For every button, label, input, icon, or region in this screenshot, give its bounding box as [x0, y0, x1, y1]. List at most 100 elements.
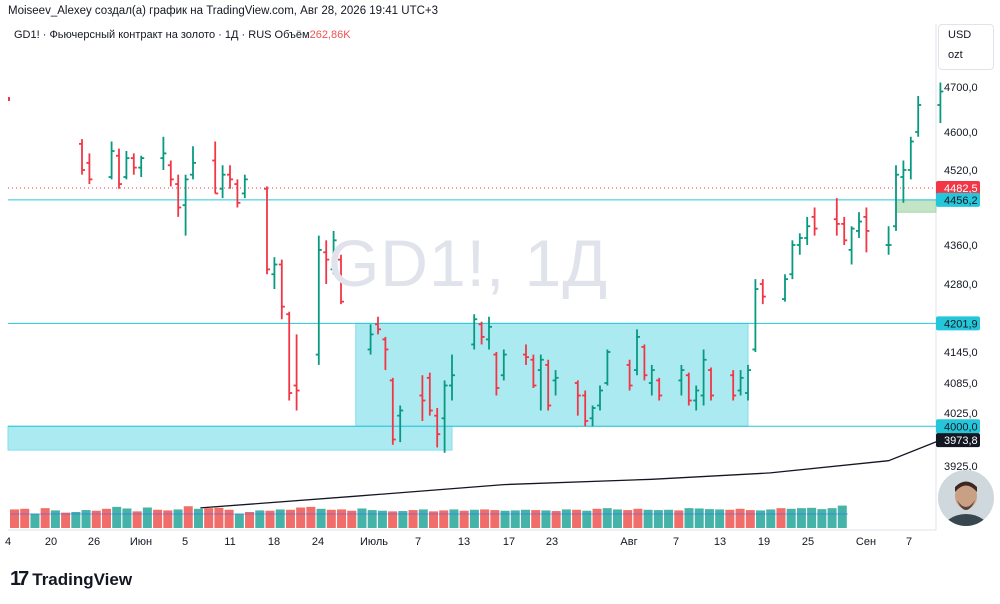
- volume-bar: [122, 508, 132, 528]
- ohlc-bar: [589, 405, 596, 427]
- volume-bar: [602, 508, 612, 528]
- volume-bar: [531, 510, 541, 528]
- ohlc-bar: [759, 279, 766, 305]
- ohlc-bar: [708, 367, 714, 401]
- volume-bar: [316, 508, 326, 528]
- currency-unit-selector[interactable]: USD ozt: [938, 24, 994, 70]
- volume-bar: [633, 508, 643, 528]
- volume-bar: [173, 509, 183, 528]
- time-axis-label: 18: [268, 536, 280, 548]
- volume-bar: [756, 510, 766, 528]
- zone-rect: [7, 425, 453, 451]
- time-axis-label: 13: [458, 536, 470, 548]
- time-axis-label: 23: [546, 536, 558, 548]
- ohlc-bar: [693, 385, 700, 411]
- price-tick-label: 4145,0: [944, 347, 978, 359]
- ohlc-bar: [434, 408, 441, 448]
- ohlc-bar: [293, 334, 300, 411]
- volume-bar: [183, 506, 193, 528]
- volume-bar: [193, 508, 203, 528]
- time-axis-label: 7: [906, 536, 912, 548]
- volume-bar: [480, 509, 490, 528]
- left-edge-marker: [8, 97, 10, 101]
- volume-bar: [694, 508, 704, 528]
- ohlc-bar: [833, 198, 840, 236]
- time-axis-label: 20: [45, 536, 57, 548]
- ohlc-bar: [375, 316, 381, 335]
- volume-bar: [715, 509, 725, 528]
- volume-bar: [91, 510, 101, 528]
- price-tick-label: 4700,0: [944, 82, 978, 94]
- time-axis-label: Авг: [620, 536, 637, 548]
- ohlc-bar: [315, 235, 322, 365]
- volume-bar: [255, 510, 265, 528]
- ohlc-bar: [500, 349, 507, 381]
- volume-bar: [408, 510, 418, 528]
- ohlc-bar: [116, 148, 122, 189]
- volume-bar: [377, 510, 387, 528]
- tradingview-logo[interactable]: 17 TradingView: [10, 568, 132, 591]
- ohlc-bar: [167, 160, 174, 187]
- ma-value-label: 3973,8: [944, 435, 978, 447]
- ohlc-bar: [86, 153, 93, 185]
- level-2-label: 4201,9: [944, 318, 978, 330]
- tradingview-brand-text: TradingView: [32, 569, 133, 589]
- ohlc-bar: [323, 240, 330, 284]
- volume-bar: [807, 507, 817, 528]
- ohlc-bar: [856, 212, 862, 238]
- volume-bar: [520, 509, 530, 528]
- volume-bar: [541, 510, 551, 528]
- volume-bar: [817, 509, 827, 528]
- ohlc-bar: [441, 380, 448, 453]
- ohlc-bar: [700, 349, 707, 406]
- time-axis-label: 11: [224, 536, 235, 548]
- ohlc-bar: [811, 207, 818, 236]
- ohlc-bar: [530, 354, 537, 388]
- ohlc-bar: [367, 324, 374, 355]
- price-tick-label: 4025,0: [944, 408, 978, 420]
- ohlc-bar: [782, 274, 788, 302]
- volume-bar: [142, 507, 152, 528]
- ohlc-bar: [264, 186, 270, 275]
- author-avatar-icon[interactable]: [938, 470, 994, 526]
- volume-bar: [735, 508, 745, 528]
- volume-bar: [459, 510, 469, 528]
- last-price-label: 4482,5: [944, 183, 978, 195]
- volume-bar: [306, 506, 316, 528]
- volume-bar: [704, 509, 714, 528]
- volume-bar: [296, 507, 306, 528]
- level-3-label-bg: [936, 419, 980, 434]
- ohlc-bar: [419, 375, 426, 421]
- unit-label: ozt: [948, 49, 963, 61]
- volume-bar: [612, 509, 622, 528]
- time-axis-label: 24: [312, 536, 324, 548]
- ohlc-bar: [397, 405, 404, 443]
- price-tick-label: 4520,0: [944, 165, 978, 177]
- ohlc-bar: [486, 316, 492, 350]
- ohlc-bar: [915, 96, 922, 137]
- price-scale-ticks: 4700,0 4600,0 4520,0 4360,0 4280,0 4145,0 4085…: [944, 82, 978, 473]
- time-axis-label: Июль: [360, 536, 388, 548]
- volume-bar: [112, 506, 122, 528]
- legend-symbol[interactable]: GD1! · Фьючерсный контракт на золото · 1…: [14, 29, 272, 41]
- volume-bar: [490, 510, 500, 528]
- volume-bar: [61, 512, 71, 528]
- level-3-label: 4000,0: [944, 421, 978, 433]
- currency-label: USD: [948, 29, 972, 41]
- legend-volume-value: 262,86K: [309, 29, 351, 41]
- price-chart[interactable]: 4700,0 4600,0 4520,0 4360,0 4280,0 4145,0 4085…: [0, 0, 1000, 560]
- level-1-label-bg: [936, 192, 980, 207]
- ohlc-bar: [478, 321, 485, 345]
- volume-bar: [500, 510, 510, 528]
- ohlc-bar: [138, 155, 145, 178]
- ohlc-bar: [730, 370, 737, 401]
- ohlc-bar: [737, 370, 744, 396]
- ohlc-bar: [841, 216, 848, 245]
- legend-volume-label: Объём: [274, 29, 310, 41]
- volume-bar: [429, 511, 439, 528]
- volume-bar: [551, 511, 561, 528]
- ohlc-bar: [582, 390, 589, 427]
- ohlc-bar: [893, 165, 899, 231]
- ohlc-bar: [330, 230, 337, 275]
